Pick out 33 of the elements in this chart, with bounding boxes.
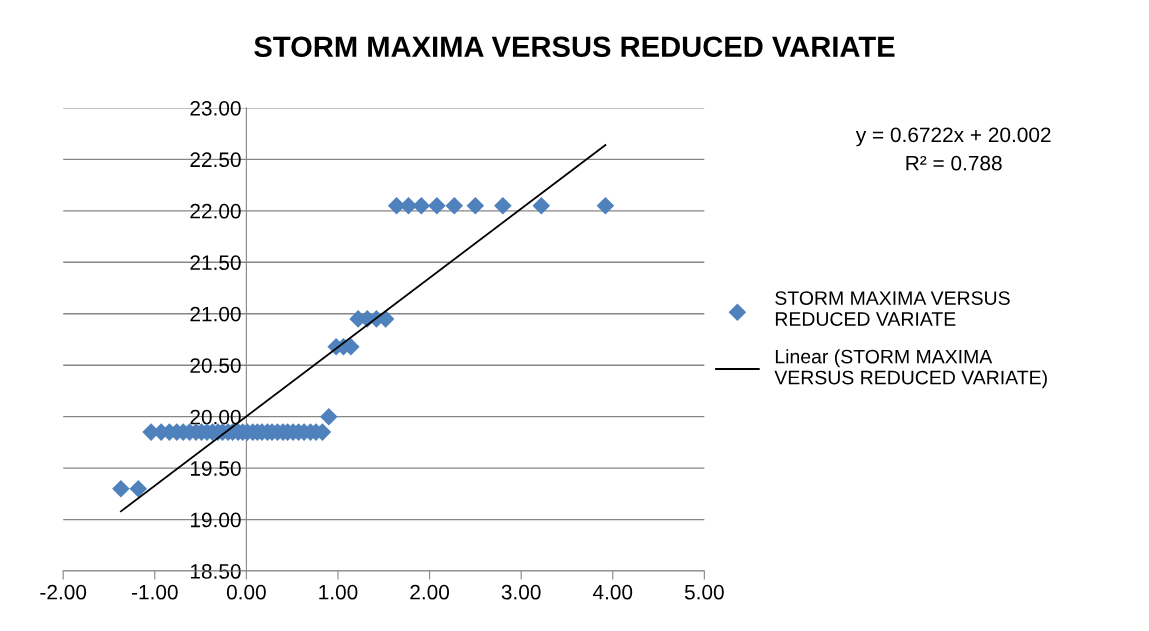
text: y = 0.6722x + 20.002: [855, 127, 1051, 147]
y-tick-label: 22.50: [190, 152, 241, 168]
y-tick-label: 21.50: [190, 255, 241, 271]
y-tick-label: 19.50: [190, 461, 241, 476]
legend-label: Linear (STORM MAXIMA VERSUS REDUCED VARIATE): [774, 349, 1047, 389]
point: [428, 196, 446, 215]
x-tick-label: 1.00: [319, 584, 358, 600]
point: [412, 196, 431, 215]
y-tick-label: 19.00: [190, 512, 241, 528]
chart-title: STORM MAXIMA VERSUS REDUCED VARIATE: [254, 36, 895, 58]
y-tick-label: 20.50: [190, 358, 241, 373]
point: [112, 479, 130, 498]
x-tick-label: 4.00: [592, 584, 633, 600]
point: [129, 479, 148, 498]
y-tick-label: 18.50: [190, 564, 241, 579]
x-tick-label: -1.00: [131, 584, 178, 600]
point: [466, 196, 485, 215]
x-tick-label: 3.00: [501, 584, 541, 600]
y-tick-label: 22.00: [190, 203, 241, 219]
legend-label: STORM MAXIMA VERSUS REDUCED VARIATE: [775, 291, 1010, 326]
y-tick-label: 21.00: [190, 306, 241, 322]
x-tick-label: 2.00: [410, 584, 450, 600]
y-tick-label: 20.00: [190, 409, 241, 425]
point: [445, 196, 464, 215]
point: [320, 407, 338, 426]
x-tick-label: -2.00: [40, 584, 87, 600]
x-tick-label: 0.00: [226, 584, 266, 600]
x-tick-label: 5.00: [684, 584, 724, 600]
text: R² = 0.788: [906, 155, 1002, 171]
point: [532, 196, 551, 215]
point: [596, 196, 615, 215]
y-tick-label: 23.00: [190, 100, 241, 116]
point: [494, 196, 512, 215]
